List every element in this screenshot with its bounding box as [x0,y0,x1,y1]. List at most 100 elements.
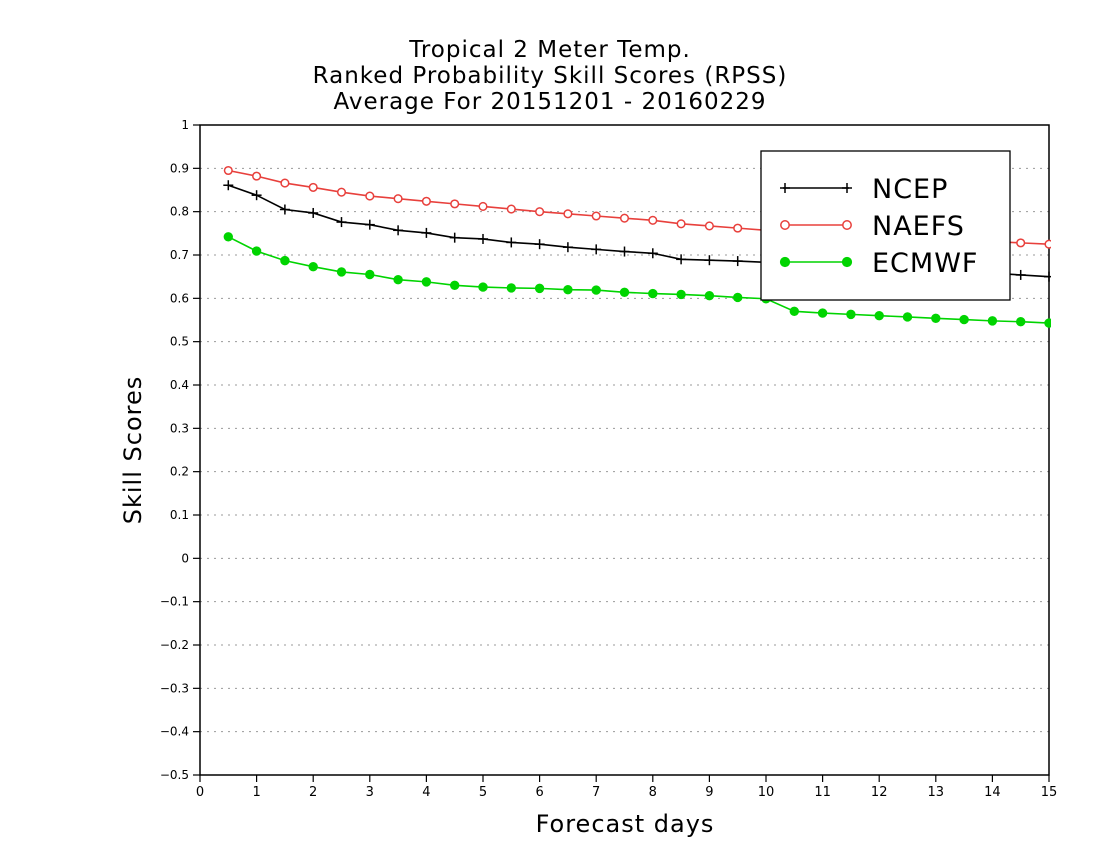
x-axis-label: Forecast days [536,810,715,838]
data-point-naefs [733,223,743,233]
data-point-naefs [535,207,545,217]
data-point-naefs [704,221,714,231]
data-point-naefs [308,182,318,192]
y-tick-label: 0.8 [170,205,189,219]
data-point-ncep [647,248,658,259]
y-tick-label: −0.4 [160,725,189,739]
data-point-naefs [506,204,516,214]
legend-marker [779,256,791,268]
data-point-ecmwf [931,313,941,323]
x-tick-label: 14 [984,785,1001,800]
x-tick-label: 7 [592,785,600,800]
legend-marker [780,183,790,193]
legend-item-naefs: NAEFS [780,211,964,242]
data-point-ncep [704,255,715,266]
y-tick-label: −0.5 [160,768,189,782]
data-point-ecmwf [1044,318,1051,328]
data-point-ncep [1044,271,1051,282]
chart-title-line-3: Average For 20151201 - 20160229 [333,89,767,115]
data-point-ncep [534,239,545,250]
data-point-ecmwf [648,288,658,299]
data-point-ecmwf [1016,317,1026,327]
y-tick-label: −0.3 [160,681,189,695]
chart-title-line-2: Ranked Probability Skill Scores (RPSS) [312,63,788,89]
y-tick-label: −0.1 [160,595,189,609]
x-tick-label: 15 [1041,785,1058,800]
y-tick-label: 0.3 [170,421,189,435]
data-point-naefs [1016,238,1026,248]
x-tick-label: 5 [479,785,487,800]
y-tick-label: 0.6 [170,291,189,305]
y-tick-label: 0 [181,551,189,565]
x-tick-label: 2 [309,785,317,800]
data-point-naefs [280,178,290,188]
y-tick-label: −0.2 [160,638,189,652]
data-point-ncep [393,225,404,236]
y-tick-label: 0.7 [170,248,189,262]
legend-marker [842,220,852,230]
data-point-ncep [562,242,573,253]
series-ecmwf [223,232,1051,328]
data-point-ecmwf [478,282,488,292]
data-point-ncep [732,256,743,267]
data-point-naefs [252,171,262,181]
legend-marker [841,256,853,268]
y-tick-label: 0.5 [170,335,189,349]
data-point-ecmwf [421,277,432,287]
data-point-ncep [421,227,432,238]
y-tick-label: 0.4 [170,378,189,392]
data-point-ecmwf [619,287,630,297]
axes: −0.5 −0.4 −0.3 −0.2 −0.1 0 0.1 0.2 0.3 0.4 0.5 0.6 0… [160,118,1057,800]
plot-frame [199,124,1050,776]
data-point-ncep [251,190,262,201]
x-tick-label: 12 [871,785,888,800]
data-point-naefs [336,187,347,197]
x-tick-label: 9 [705,785,713,800]
data-point-ecmwf [987,316,998,326]
data-point-ecmwf [251,246,262,256]
data-point-naefs [421,196,431,206]
x-tick-label: 13 [928,785,945,800]
data-point-ecmwf [733,292,743,303]
data-point-ncep [591,244,602,255]
data-point-naefs [591,211,601,221]
data-point-naefs [676,219,686,229]
data-point-naefs [563,209,573,219]
x-tick-label: 10 [758,785,775,800]
data-point-ecmwf [280,255,290,266]
data-point-ecmwf [676,289,686,300]
data-point-ncep [279,204,290,215]
legend-item-ecmwf: ECMWF [779,248,978,279]
y-axis-label: Skill Scores [119,376,147,525]
data-point-ncep [676,254,687,265]
data-point-ecmwf [704,291,715,301]
chart-title-line-1: Tropical 2 Meter Temp. [409,37,691,63]
data-point-naefs [393,194,403,204]
data-point-ncep [223,180,234,191]
x-tick-label: 3 [366,785,374,800]
data-point-naefs [478,201,488,212]
data-point-ecmwf [959,314,969,325]
y-tick-label: 0.9 [170,161,189,175]
data-point-ecmwf [450,280,460,291]
data-point-ncep [478,233,488,244]
data-point-naefs [365,191,375,201]
data-point-ncep [619,246,630,257]
x-tick-label: 4 [422,785,430,800]
x-tick-label: 1 [252,785,260,800]
data-point-ncep [364,219,375,230]
data-point-ecmwf [365,269,375,280]
legend: NCEP NAEFS ECMWF [760,150,1011,301]
data-point-ecmwf [563,284,573,295]
legend-label: ECMWF [872,248,978,279]
data-point-ecmwf [874,310,884,321]
data-point-ecmwf [534,283,545,294]
x-tick-label: 11 [814,785,831,800]
data-point-naefs [619,213,630,223]
y-tick-label: 0.2 [170,465,189,479]
data-point-ecmwf [591,285,601,295]
x-tick-label: 8 [649,785,657,800]
data-point-ecmwf [308,262,318,272]
data-point-ncep [308,207,319,218]
data-point-ecmwf [223,232,234,242]
